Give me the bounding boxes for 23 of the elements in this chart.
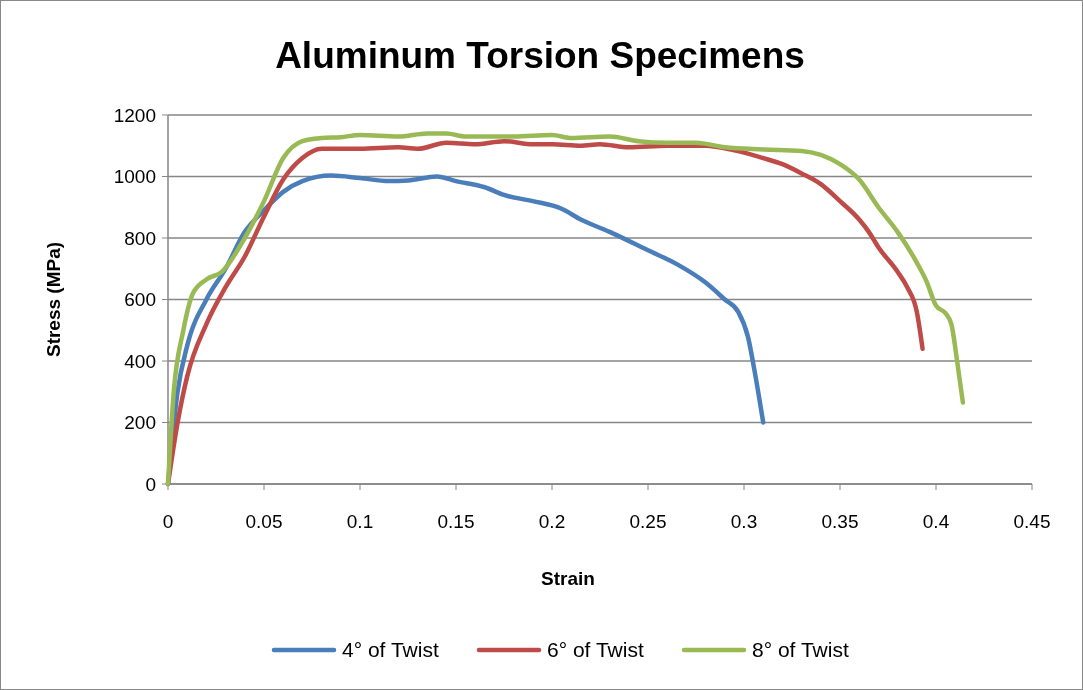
y-tick-label: 800	[124, 227, 156, 249]
legend-label: 6° of Twist	[547, 638, 644, 662]
x-tick-label: 0.4	[922, 511, 950, 532]
x-tick-label: 0.05	[245, 511, 283, 532]
x-tick-label: 0.15	[437, 511, 475, 532]
x-axis-title: Strain	[541, 568, 595, 589]
y-tick-label: 600	[124, 289, 156, 311]
y-axis-title: Stress (MPa)	[43, 241, 64, 358]
legend-label: 8° of Twist	[752, 638, 849, 662]
x-tick-label: 0.1	[346, 511, 374, 532]
y-tick-label: 200	[124, 412, 156, 434]
y-tick-label: 400	[124, 350, 156, 372]
y-tick-label: 0	[145, 473, 156, 495]
x-tick-label: 0.25	[629, 511, 667, 532]
chart-title: Aluminum Torsion Specimens	[275, 35, 805, 76]
x-tick-label: 0	[162, 511, 174, 532]
x-tick-label: 0.3	[730, 511, 758, 532]
x-tick-label: 0.2	[538, 511, 566, 532]
y-tick-label: 1000	[113, 166, 156, 188]
y-tick-label: 1200	[113, 104, 156, 126]
legend-label: 4° of Twist	[342, 638, 439, 662]
x-tick-label: 0.35	[821, 511, 859, 532]
x-tick-label: 0.45	[1013, 511, 1051, 532]
